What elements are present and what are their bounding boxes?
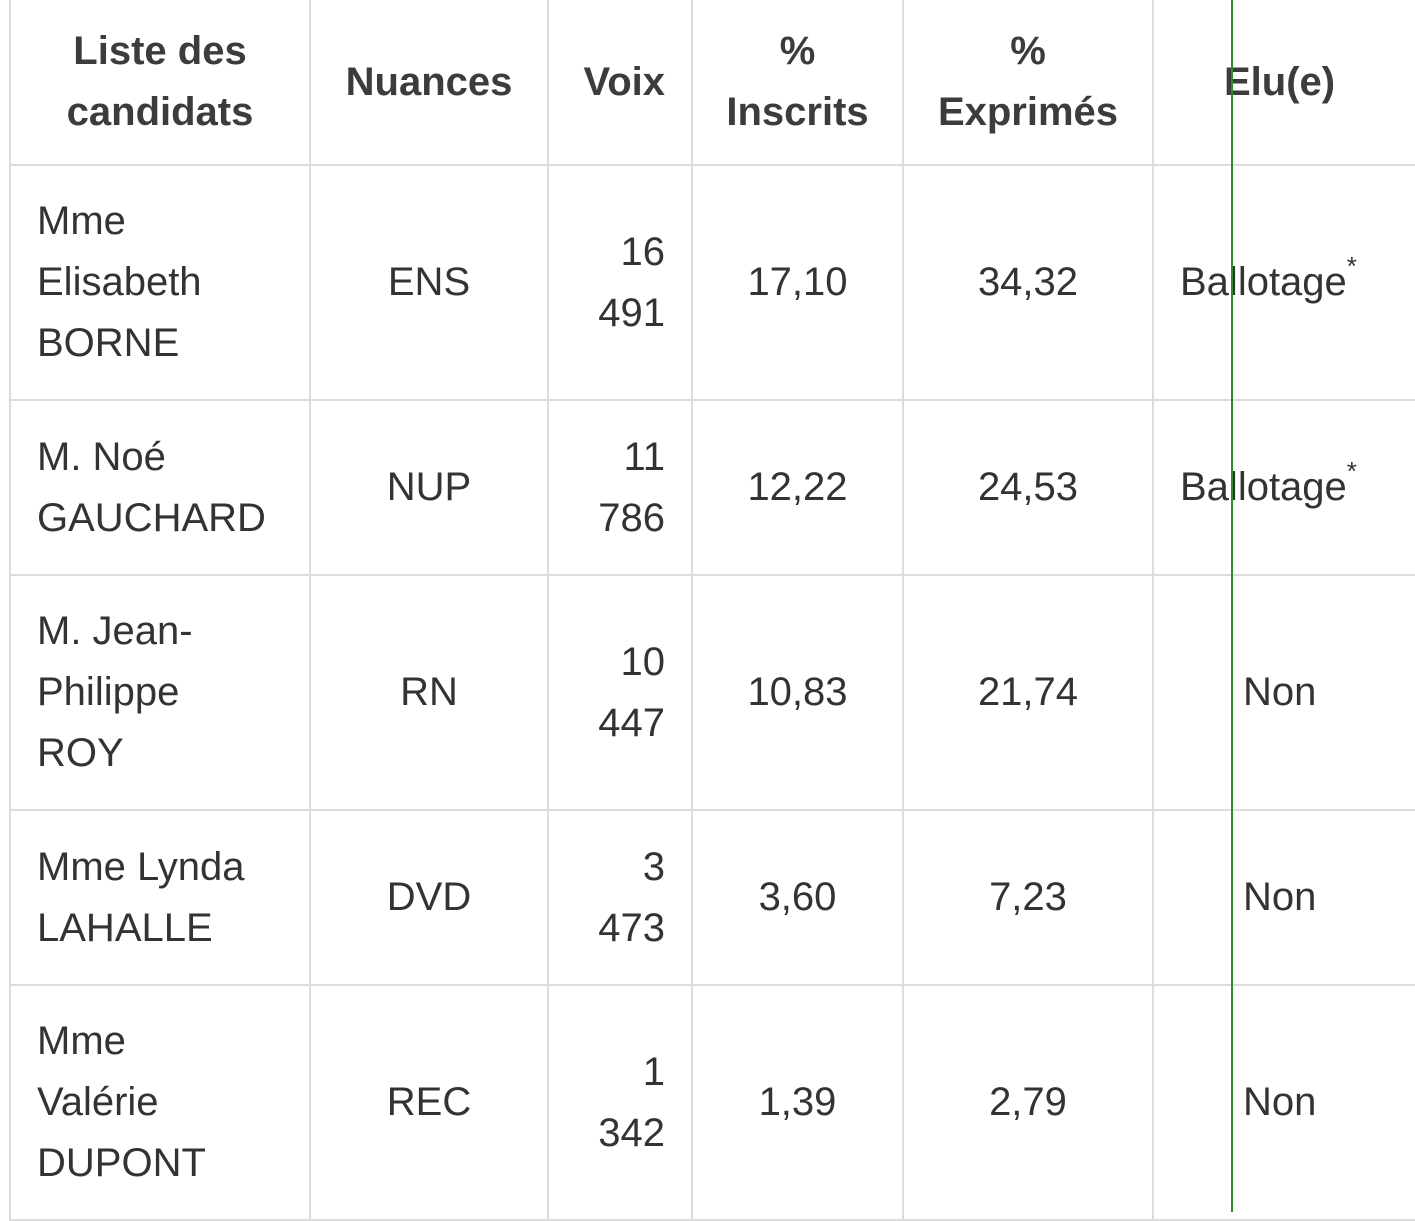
nuance-cell: NUP (309, 399, 549, 576)
elu-value: Ballotage (1180, 260, 1347, 304)
inscrits-cell: 1,39 (691, 984, 904, 1221)
header-inscrits-line1: % (779, 29, 816, 73)
header-exprimes-line1: % (1010, 29, 1046, 73)
candidate-name-line: Mme Lynda (37, 844, 245, 889)
header-inscrits-line2: Inscrits (726, 90, 869, 134)
nuance-cell: RN (309, 574, 549, 811)
exprimes-cell: 7,23 (902, 809, 1154, 986)
voix-line: 10 (620, 639, 666, 684)
exprimes-cell: 2,79 (902, 984, 1154, 1221)
elu-value: Ballotage (1180, 465, 1347, 509)
inscrits-cell: 17,10 (691, 164, 904, 401)
elu-cell: Non (1152, 574, 1415, 811)
candidate-name-line: GAUCHARD (37, 495, 266, 540)
candidate-name-line: Elisabeth (37, 260, 202, 304)
voix-line: 447 (598, 700, 665, 745)
voix-line: 342 (598, 1110, 665, 1155)
candidate-name-line: M. Jean- (37, 609, 193, 653)
header-elu-label: Elu(e) (1224, 59, 1336, 104)
voix-cell: 10 447 (547, 574, 693, 811)
nuance-cell: ENS (309, 164, 549, 401)
candidate-name-cell: Mme Elisabeth BORNE (9, 164, 311, 401)
candidate-name-cell: Mme Lynda LAHALLE (9, 809, 311, 986)
footnote-mark: * (1346, 455, 1357, 486)
header-candidats-line1: Liste des (73, 29, 247, 73)
voix-line: 491 (598, 290, 665, 335)
elu-cell: Non (1152, 809, 1415, 986)
exprimes-cell: 34,32 (902, 164, 1154, 401)
header-nuances-label: Nuances (345, 59, 513, 104)
exprimes-cell: 24,53 (902, 399, 1154, 576)
candidate-name-line: LAHALLE (37, 905, 213, 950)
header-elu: Elu(e) (1152, 0, 1415, 166)
inscrits-cell: 3,60 (691, 809, 904, 986)
voix-line: 16 (620, 229, 666, 274)
exprimes-cell: 21,74 (902, 574, 1154, 811)
nuance-cell: REC (309, 984, 549, 1221)
voix-cell: 11 786 (547, 399, 693, 576)
voix-cell: 3 473 (547, 809, 693, 986)
table-row: Mme Valérie DUPONT REC 1 342 1,39 2,79 N… (9, 984, 1415, 1221)
elu-value: Non (1243, 670, 1317, 714)
header-voix: Voix (547, 0, 693, 166)
candidate-name-cell: Mme Valérie DUPONT (9, 984, 311, 1221)
candidate-name-cell: M. Noé GAUCHARD (9, 399, 311, 576)
header-voix-label: Voix (583, 59, 665, 104)
candidate-name-line: BORNE (37, 321, 180, 365)
candidate-name-line: M. Noé (37, 434, 166, 479)
header-exprimes: % Exprimés (902, 0, 1154, 166)
candidate-name-line: Mme (37, 1019, 126, 1063)
header-exprimes-line2: Exprimés (937, 90, 1119, 134)
voix-line: 3 (642, 844, 665, 889)
voix-line: 473 (598, 905, 665, 950)
elu-cell: Ballotage* (1152, 399, 1415, 576)
inscrits-cell: 12,22 (691, 399, 904, 576)
header-candidats-line2: candidats (66, 90, 254, 134)
elu-cell: Non (1152, 984, 1415, 1221)
table-row: Mme Elisabeth BORNE ENS 16 491 17,10 34,… (9, 164, 1415, 401)
voix-line: 786 (598, 495, 665, 540)
voix-cell: 1 342 (547, 984, 693, 1221)
header-nuances: Nuances (309, 0, 549, 166)
elu-value: Non (1243, 1080, 1317, 1124)
candidate-name-line: DUPONT (37, 1141, 206, 1185)
header-candidats: Liste des candidats (9, 0, 311, 166)
header-inscrits: % Inscrits (691, 0, 904, 166)
elu-cell: Ballotage* (1152, 164, 1415, 401)
elu-value: Non (1243, 875, 1317, 919)
voix-line: 11 (623, 434, 665, 479)
header-row: Liste des candidats Nuances Voix % Inscr… (9, 0, 1415, 166)
table-row: M. Noé GAUCHARD NUP 11 786 12,22 24,53 B… (9, 399, 1415, 576)
candidate-name-line: Mme (37, 199, 126, 243)
results-table: Liste des candidats Nuances Voix % Inscr… (9, 0, 1415, 1221)
voix-cell: 16 491 (547, 164, 693, 401)
candidate-name-line: ROY (37, 731, 124, 775)
voix-line: 1 (642, 1049, 665, 1094)
candidate-name-line: Valérie (37, 1080, 159, 1124)
nuance-cell: DVD (309, 809, 549, 986)
candidate-name-line: Philippe (37, 670, 180, 714)
footnote-mark: * (1346, 250, 1357, 281)
table-row: M. Jean- Philippe ROY RN 10 447 10,83 21… (9, 574, 1415, 811)
scroll-indicator-line (1231, 0, 1233, 1212)
table-row: Mme Lynda LAHALLE DVD 3 473 3,60 7,23 No… (9, 809, 1415, 986)
candidate-name-cell: M. Jean- Philippe ROY (9, 574, 311, 811)
inscrits-cell: 10,83 (691, 574, 904, 811)
